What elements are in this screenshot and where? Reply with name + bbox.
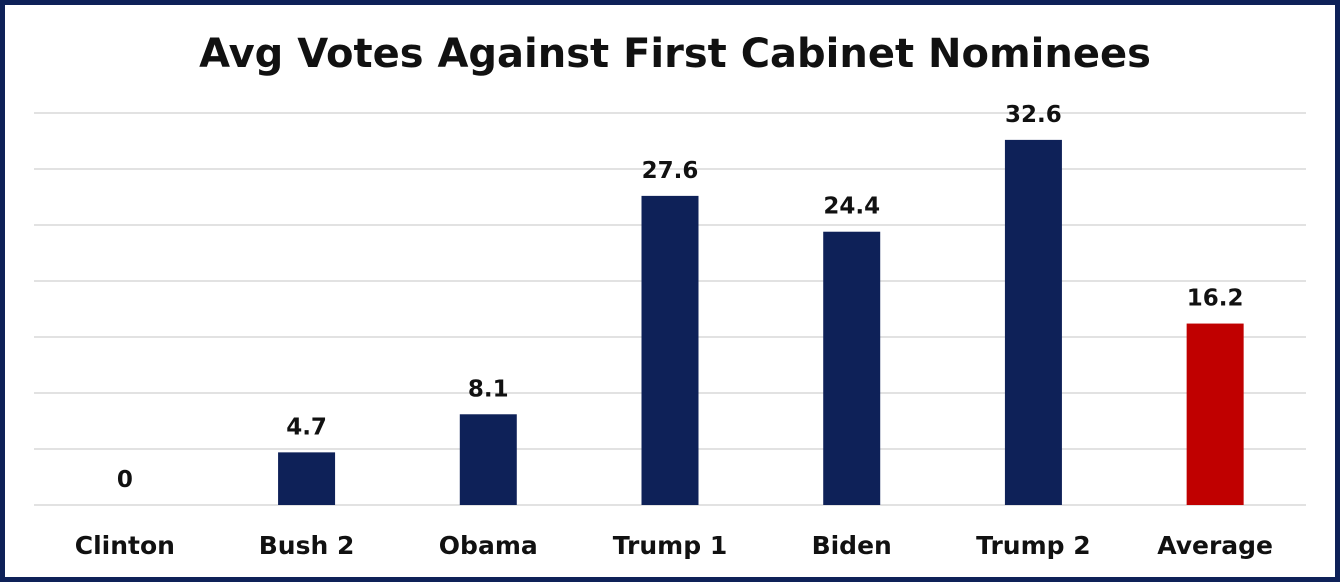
category-label-obama: Obama [439,531,538,560]
value-label-average: 16.2 [1187,286,1244,312]
category-label-clinton: Clinton [75,531,175,560]
category-labels: Clinton Bush 2 Obama Trump 1 Biden Trump 2 Ave… [75,531,1273,560]
bar-bush-2 [278,452,336,505]
bar-trump-1 [641,195,699,505]
chart-title: Avg Votes Against First Cabinet Nominees [199,31,1151,77]
category-label-bush-2: Bush 2 [259,531,355,560]
bars [278,139,1244,505]
category-label-trump-1: Trump 1 [613,531,727,560]
bar-biden [823,231,881,505]
value-label-obama: 8.1 [468,376,509,402]
bar-trump-2 [1004,139,1062,505]
bar-average [1186,323,1244,505]
bar-obama [459,414,517,505]
value-label-bush-2: 4.7 [286,414,327,440]
value-label-biden: 24.4 [823,194,880,220]
value-label-clinton: 0 [117,467,133,493]
value-label-trump-1: 27.6 [642,158,699,184]
category-label-average: Average [1157,531,1273,560]
value-label-trump-2: 32.6 [1005,102,1062,128]
category-label-biden: Biden [812,531,892,560]
value-labels: 0 4.7 8.1 27.6 24.4 32.6 16.2 [117,102,1244,493]
category-label-trump-2: Trump 2 [976,531,1090,560]
